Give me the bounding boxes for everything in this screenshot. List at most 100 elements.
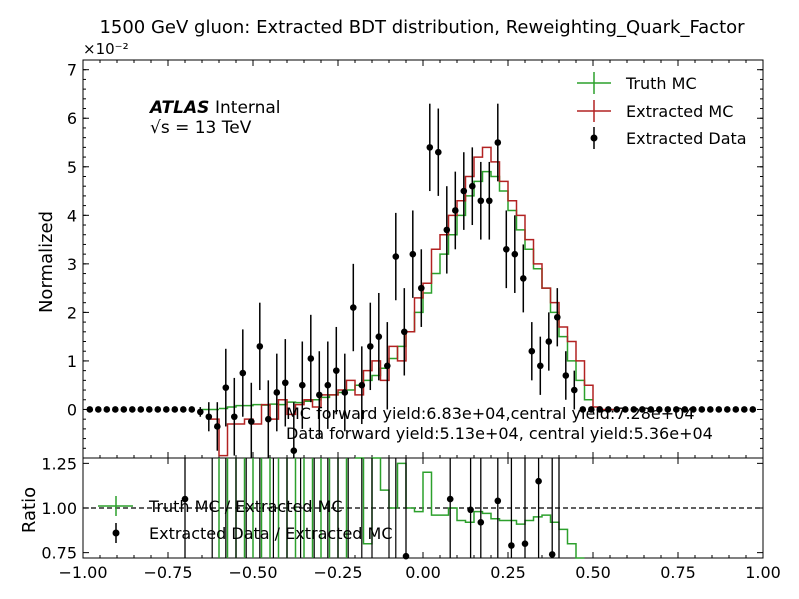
data-point	[596, 406, 604, 413]
legend-label-ratio-data: Extracted Data / Extracted MC	[149, 524, 393, 543]
ratio-data-point	[477, 518, 485, 526]
data-point	[333, 367, 340, 374]
data-point	[120, 406, 128, 413]
data-point	[460, 187, 468, 195]
data-point	[307, 355, 315, 362]
data-point	[588, 406, 595, 413]
data-point	[452, 207, 459, 214]
data-point	[392, 253, 400, 260]
top-y-tick-label: 3	[67, 255, 77, 274]
data-point	[171, 406, 179, 413]
data-point	[86, 406, 94, 413]
data-point	[231, 413, 238, 421]
data-point	[205, 413, 213, 421]
ratio-data-point	[494, 497, 502, 505]
bottom-x-tick-label: −1.00	[58, 563, 107, 582]
data-point	[409, 250, 417, 258]
data-point	[367, 343, 374, 350]
data-point	[324, 381, 332, 389]
data-point	[214, 423, 221, 430]
ratio-data-point	[535, 477, 542, 485]
data-point	[571, 386, 578, 394]
bottom-y-tick-label: 1.00	[41, 499, 77, 518]
ratio-data-point	[402, 552, 410, 560]
bottom-y-axis-label: Ratio	[19, 487, 40, 533]
data-point	[163, 406, 170, 413]
bottom-x-tick-label: −0.75	[143, 563, 192, 582]
energy-label: √s = 13 TeV	[150, 118, 252, 138]
bottom-legend: Truth MC / Extracted MC Extracted Data /…	[98, 496, 393, 543]
bottom-panel: Ratio 0.751.001.25 −1.00 −0.75 −0.50 −0.25 0…	[19, 454, 781, 582]
chart-title: 1500 GeV gluon: Extracted BDT distributi…	[99, 17, 745, 38]
data-point	[197, 408, 204, 416]
data-point	[732, 406, 740, 413]
ratio-data-point	[181, 495, 189, 503]
data-point	[741, 406, 748, 413]
top-y-tick-label: 2	[67, 303, 77, 322]
data-point	[486, 197, 493, 205]
data-point	[222, 384, 230, 391]
ratio-data-point	[521, 540, 529, 548]
top-y-tick-label: 7	[67, 61, 77, 80]
data-point	[435, 148, 442, 156]
top-y-axis-label: Normalized	[36, 211, 57, 313]
data-point	[137, 406, 145, 413]
data-point	[239, 369, 247, 377]
data-point	[698, 406, 706, 413]
data-point	[520, 275, 527, 282]
data-point	[316, 391, 323, 399]
data-point	[715, 406, 723, 413]
bottom-x-tick-label: 0.25	[490, 563, 526, 582]
bottom-y-tick-label: 0.75	[41, 544, 77, 563]
data-point	[358, 381, 366, 389]
data-point	[290, 447, 298, 455]
data-point	[265, 415, 272, 423]
data-point	[154, 406, 162, 413]
legend-label-extracted-data: Extracted Data	[626, 129, 747, 148]
bottom-x-tick-label: −0.25	[313, 563, 362, 582]
data-point	[511, 250, 519, 258]
data-point	[299, 381, 306, 389]
data-point	[146, 406, 153, 413]
annotation-mc-yield: MC forward yield:6.83e+04,central yield:…	[286, 404, 695, 423]
data-point	[647, 406, 655, 413]
data-point	[554, 313, 561, 321]
data-point	[350, 304, 357, 311]
data-point	[622, 406, 629, 413]
legend-label-truth-mc: Truth MC	[625, 74, 697, 93]
data-point	[528, 347, 536, 355]
top-series	[86, 103, 757, 458]
data-point	[707, 406, 714, 413]
ratio-data-point	[467, 506, 474, 514]
data-point	[95, 406, 102, 413]
data-point	[664, 406, 672, 413]
data-point	[469, 182, 476, 190]
data-point	[188, 406, 196, 413]
legend-label-extracted-mc: Extracted MC	[626, 102, 733, 121]
data-point	[605, 406, 612, 413]
data-point	[273, 389, 281, 396]
legend-extracted-mc: Extracted MC	[577, 100, 733, 122]
data-point	[749, 406, 757, 413]
ratio-data-point	[548, 551, 556, 558]
data-point	[562, 372, 570, 379]
extracted-mc-line	[210, 146, 602, 457]
atlas-label: ATLAS	[148, 98, 209, 118]
top-panel: ×10⁻² Normalized 0 1 2 3 4 5 6 7 ATLAS Internal…	[36, 40, 764, 459]
bottom-x-ticks: −1.00 −0.75 −0.50 −0.25 0.00 0.25 0.50 0.75 1.00	[58, 458, 781, 582]
ratio-truth-line	[355, 457, 585, 559]
bottom-x-tick-label: 0.75	[660, 563, 696, 582]
legend-ratio-data: Extracted Data / Extracted MC	[112, 523, 393, 543]
data-point	[282, 379, 289, 387]
bottom-x-tick-label: 0.00	[405, 563, 441, 582]
data-point	[673, 406, 680, 413]
data-point	[103, 406, 111, 413]
bottom-x-tick-label: −0.50	[228, 563, 277, 582]
annotation-data-yield: Data forward yield:5.13e+04, central yie…	[286, 424, 713, 443]
data-point	[477, 197, 485, 205]
data-point	[503, 245, 510, 253]
data-point	[724, 406, 731, 413]
data-point	[681, 406, 689, 413]
top-legend: Truth MC Extracted MC Extracted Data	[577, 72, 747, 149]
